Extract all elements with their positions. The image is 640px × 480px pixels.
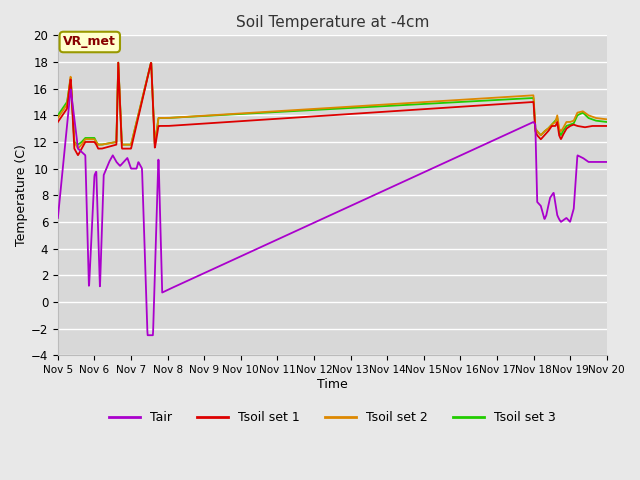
Tair bbox=[486, 139, 494, 144]
Line: Tair: Tair bbox=[58, 89, 607, 335]
Tsoil set 3 bbox=[486, 97, 494, 103]
Tsoil set 2 bbox=[115, 60, 122, 66]
Tsoil set 1 bbox=[54, 119, 61, 125]
Tsoil set 1 bbox=[587, 123, 595, 129]
Tsoil set 3 bbox=[587, 116, 595, 122]
Tsoil set 1 bbox=[486, 102, 494, 108]
Tsoil set 2 bbox=[74, 145, 82, 151]
Tsoil set 3 bbox=[82, 135, 90, 141]
Tsoil set 1 bbox=[321, 113, 329, 119]
Tsoil set 1 bbox=[74, 152, 82, 158]
Tair bbox=[83, 183, 90, 189]
Tair bbox=[587, 159, 595, 165]
Tair bbox=[144, 332, 152, 338]
Line: Tsoil set 2: Tsoil set 2 bbox=[58, 63, 607, 148]
Tsoil set 2 bbox=[603, 117, 611, 122]
Tsoil set 1 bbox=[83, 139, 90, 145]
Title: Soil Temperature at -4cm: Soil Temperature at -4cm bbox=[236, 15, 429, 30]
Tsoil set 1 bbox=[588, 123, 595, 129]
Legend: Tair, Tsoil set 1, Tsoil set 2, Tsoil set 3: Tair, Tsoil set 1, Tsoil set 2, Tsoil se… bbox=[104, 406, 561, 429]
Y-axis label: Temperature (C): Temperature (C) bbox=[15, 144, 28, 246]
X-axis label: Time: Time bbox=[317, 378, 348, 391]
Tsoil set 1 bbox=[603, 123, 611, 129]
Tsoil set 2 bbox=[307, 106, 315, 112]
Tsoil set 3 bbox=[603, 119, 611, 125]
Tsoil set 3 bbox=[307, 107, 315, 113]
Tsoil set 2 bbox=[588, 113, 595, 119]
Tsoil set 3 bbox=[54, 112, 61, 118]
Tsoil set 2 bbox=[54, 115, 61, 121]
Tsoil set 2 bbox=[587, 113, 595, 119]
Tair bbox=[307, 221, 315, 227]
Tsoil set 2 bbox=[486, 95, 494, 101]
Tsoil set 3 bbox=[94, 142, 102, 147]
Line: Tsoil set 3: Tsoil set 3 bbox=[58, 63, 607, 144]
Tsoil set 1 bbox=[307, 114, 315, 120]
Tair bbox=[603, 159, 611, 165]
Tsoil set 2 bbox=[321, 105, 329, 111]
Tsoil set 3 bbox=[588, 116, 595, 122]
Text: VR_met: VR_met bbox=[63, 36, 116, 48]
Tsoil set 2 bbox=[83, 136, 90, 142]
Line: Tsoil set 1: Tsoil set 1 bbox=[58, 63, 607, 155]
Tair bbox=[67, 86, 75, 92]
Tsoil set 1 bbox=[115, 60, 122, 66]
Tair bbox=[588, 159, 595, 165]
Tsoil set 3 bbox=[115, 60, 122, 66]
Tair bbox=[54, 215, 61, 221]
Tair bbox=[321, 215, 329, 220]
Tsoil set 3 bbox=[321, 107, 329, 112]
